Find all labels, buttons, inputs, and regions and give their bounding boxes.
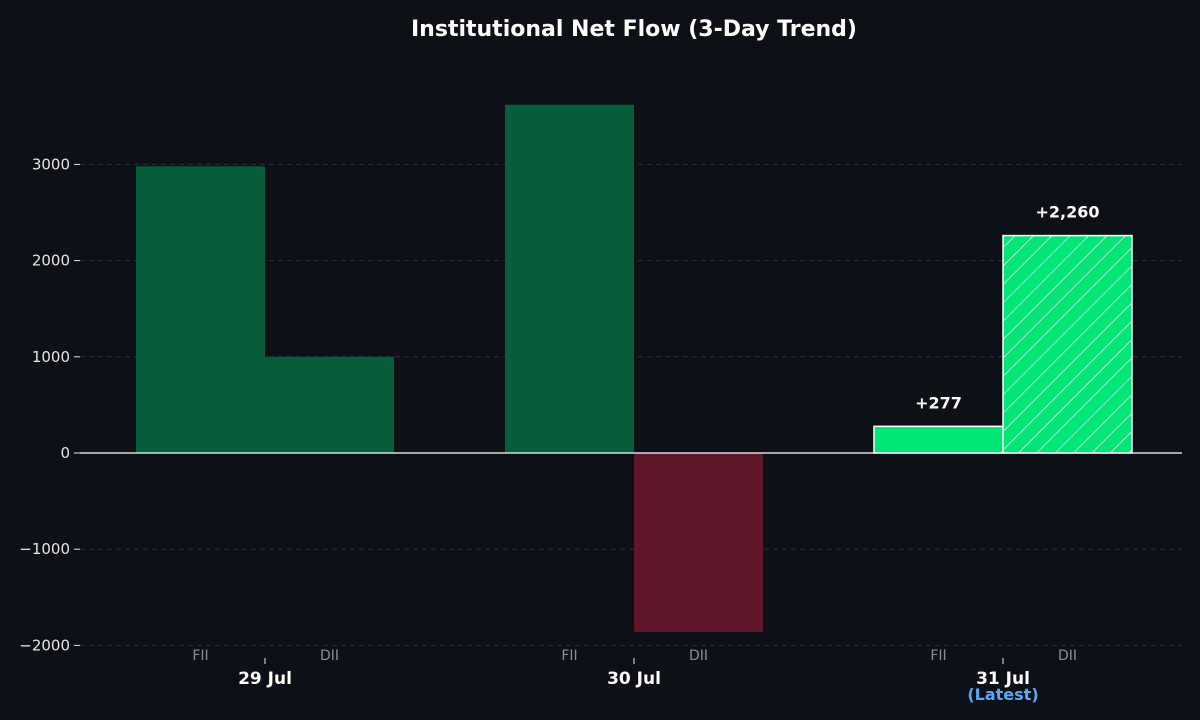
series-label: FII <box>561 648 577 664</box>
y-tick-label: −1000 <box>19 540 70 558</box>
y-tick-label: 3000 <box>32 155 70 173</box>
y-tick-label: 0 <box>60 444 70 462</box>
category-label: 31 Jul <box>976 669 1030 689</box>
y-tick-label: −2000 <box>19 636 70 654</box>
series-label: FII <box>192 648 208 664</box>
y-tick-label: 1000 <box>32 348 70 366</box>
bar-fii-2 <box>873 425 1004 454</box>
value-label: +2,260 <box>1035 203 1099 222</box>
series-label: DII <box>689 648 708 664</box>
bar-dii-1 <box>634 453 763 632</box>
labels: FII DII 29 Jul FII DII 30 Jul FII +277 DII +2,260… <box>192 203 1099 704</box>
bar-hatch-dii-2 <box>1003 235 1132 453</box>
chart-title: Institutional Net Flow (3-Day Trend) <box>411 17 857 42</box>
series-label: DII <box>1058 648 1077 664</box>
category-label: 29 Jul <box>238 669 292 689</box>
latest-note: (Latest) <box>967 685 1038 704</box>
series-label: FII <box>930 648 946 664</box>
bar-fii-0 <box>136 166 265 453</box>
bar-dii-0 <box>265 356 394 453</box>
bars <box>136 104 1133 632</box>
value-label: +277 <box>915 393 962 412</box>
series-label: DII <box>320 648 339 664</box>
category-label: 30 Jul <box>607 669 661 689</box>
bar-fii-1 <box>505 104 634 454</box>
y-tick-label: 2000 <box>32 252 70 270</box>
axes: −2000 −1000 0 1000 2000 3000 <box>19 155 1182 664</box>
